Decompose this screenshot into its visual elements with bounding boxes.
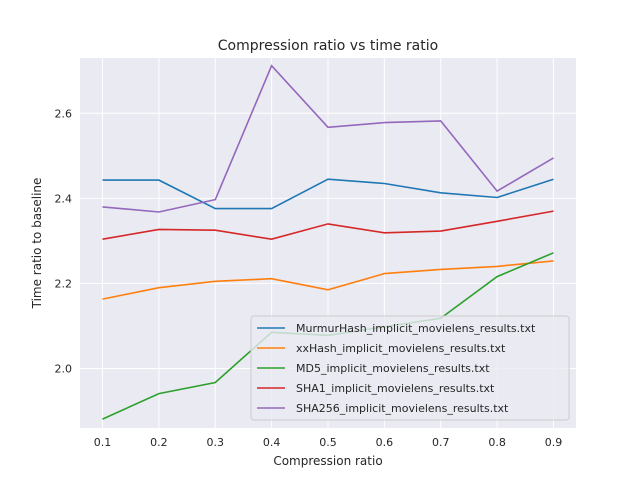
x-tick-label: 0.3: [207, 436, 225, 449]
x-axis-label: Compression ratio: [273, 454, 382, 468]
legend-label: MurmurHash_implicit_movielens_results.tx…: [296, 322, 536, 335]
y-tick-label: 2.2: [55, 277, 73, 290]
x-tick-label: 0.2: [150, 436, 168, 449]
legend-box: [250, 315, 570, 421]
y-axis-label: Time ratio to baseline: [30, 178, 44, 310]
y-tick-label: 2.4: [55, 192, 73, 205]
y-tick-label: 2.0: [55, 362, 73, 375]
x-tick-label: 0.6: [376, 436, 394, 449]
series-line-2: [102, 260, 554, 300]
x-tick-label: 0.9: [545, 436, 563, 449]
x-tick-label: 0.8: [488, 436, 506, 449]
chart-title: Compression ratio vs time ratio: [218, 38, 438, 54]
y-tick-labels: 2.0 2.2 2.4 2.6: [55, 107, 73, 375]
series-lines: [102, 64, 554, 420]
x-tick-label: 0.1: [94, 436, 112, 449]
legend-label: MD5_implicit_movielens_results.txt: [296, 362, 490, 375]
x-tick-label: 0.7: [432, 436, 450, 449]
legend: MurmurHash_implicit_movielens_results.tx…: [250, 315, 570, 421]
legend-label: SHA1_implicit_movielens_results.txt: [296, 382, 495, 395]
x-tick-label: 0.5: [319, 436, 337, 449]
x-tick-label: 0.4: [263, 436, 281, 449]
legend-label: xxHash_implicit_movielens_results.txt: [296, 342, 506, 355]
y-tick-label: 2.6: [55, 107, 73, 120]
legend-label: SHA256_implicit_movielens_results.txt: [296, 402, 509, 415]
x-tick-labels: 0.1 0.2 0.3 0.4 0.5 0.6 0.7 0.8 0.9: [94, 436, 562, 449]
series-line-1: [102, 178, 554, 210]
series-line-5: [102, 64, 554, 213]
series-line-4: [102, 210, 554, 241]
